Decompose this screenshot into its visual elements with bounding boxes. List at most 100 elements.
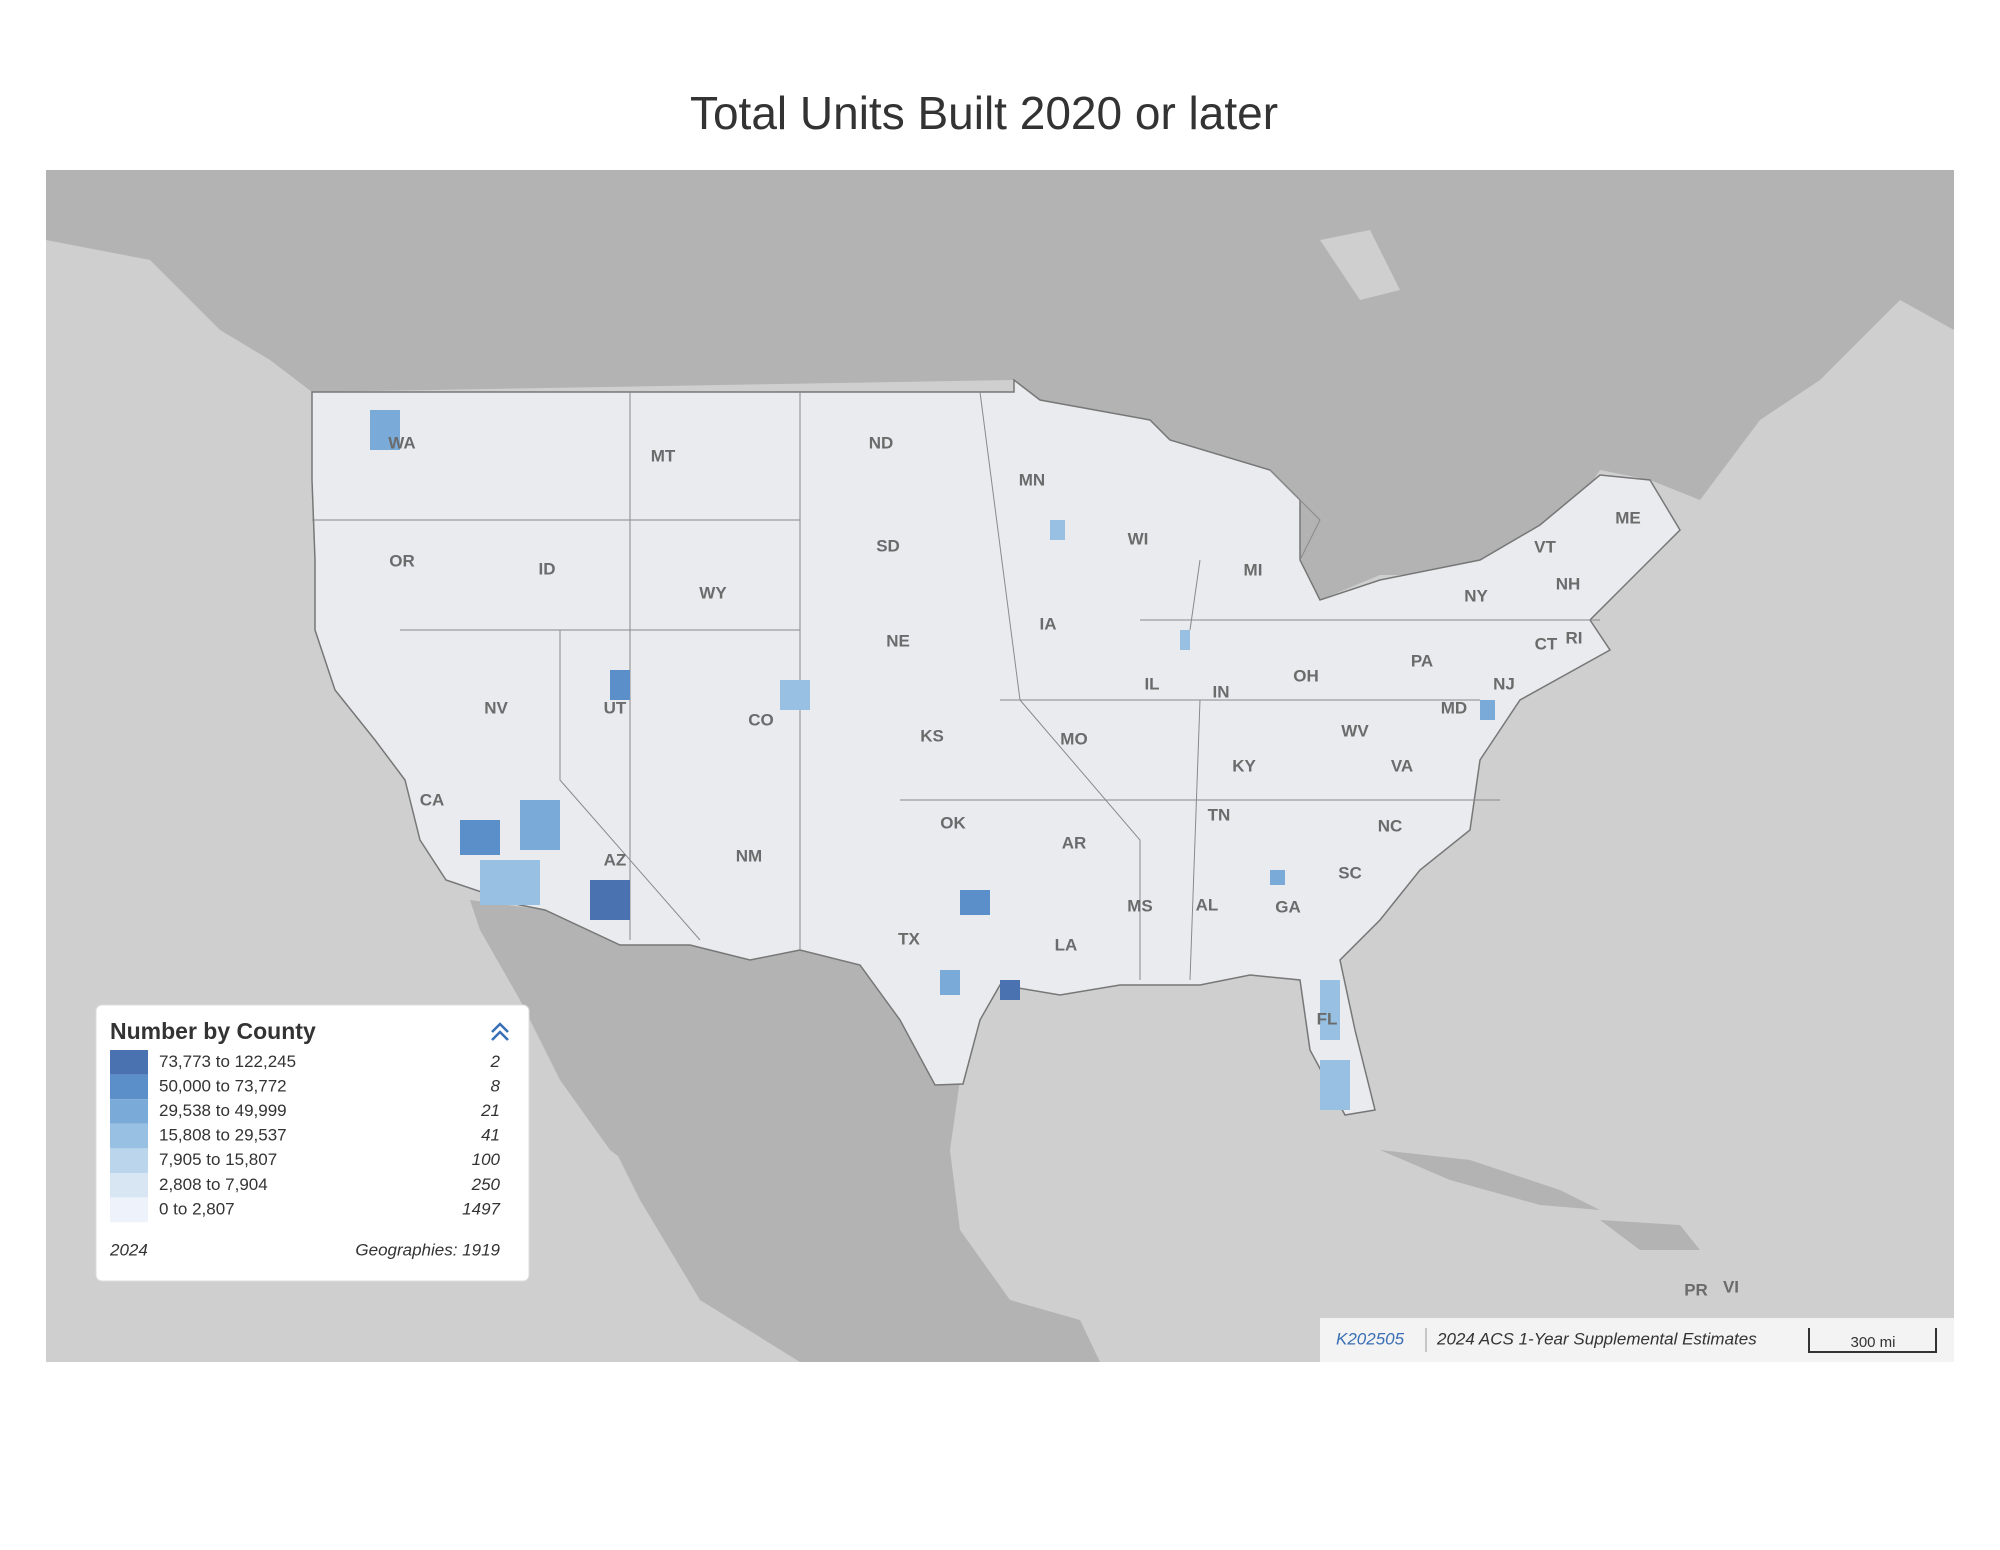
legend-count: 1497 bbox=[462, 1199, 500, 1218]
state-label: NH bbox=[1556, 574, 1581, 593]
county-highlight bbox=[460, 820, 500, 855]
state-label: IA bbox=[1040, 614, 1057, 633]
state-label: WY bbox=[699, 583, 727, 602]
state-label: PA bbox=[1411, 651, 1433, 670]
state-label: KS bbox=[920, 726, 944, 745]
legend-count: 2 bbox=[490, 1052, 501, 1071]
caribbean bbox=[1380, 1150, 1700, 1250]
scale-bar bbox=[1808, 1328, 1937, 1353]
legend-swatch bbox=[110, 1099, 148, 1124]
legend-label: 7,905 to 15,807 bbox=[159, 1150, 277, 1169]
county-highlight bbox=[1320, 1060, 1350, 1110]
state-label: VI bbox=[1723, 1277, 1739, 1296]
state-label: MT bbox=[651, 446, 676, 465]
legend-label: 15,808 to 29,537 bbox=[159, 1126, 287, 1145]
county-highlight bbox=[1480, 700, 1495, 720]
county-highlights bbox=[370, 410, 1495, 1110]
state-label: IN bbox=[1213, 682, 1230, 701]
state-label: NM bbox=[736, 846, 762, 865]
state-label: CO bbox=[748, 710, 774, 729]
state-label: AZ bbox=[604, 850, 627, 869]
collapse-button[interactable] bbox=[491, 1022, 509, 1041]
state-label: VT bbox=[1534, 537, 1556, 556]
state-label: ND bbox=[869, 433, 894, 452]
state-label: MS bbox=[1127, 896, 1153, 915]
state-label: AL bbox=[1196, 895, 1219, 914]
county-highlight bbox=[520, 800, 560, 850]
county-highlight bbox=[940, 970, 960, 995]
legend-count: 8 bbox=[491, 1076, 501, 1095]
state-label: OK bbox=[940, 813, 966, 832]
state-label: VA bbox=[1391, 756, 1413, 775]
state-label: WI bbox=[1128, 529, 1149, 548]
state-borders bbox=[312, 391, 1600, 981]
legend-swatch bbox=[110, 1197, 148, 1223]
state-label: NJ bbox=[1493, 674, 1515, 693]
state-label: AR bbox=[1062, 833, 1087, 852]
county-highlight bbox=[1000, 980, 1020, 1000]
state-label: NC bbox=[1378, 816, 1403, 835]
baja bbox=[490, 920, 650, 1180]
legend-geographies: Geographies: 1919 bbox=[355, 1240, 500, 1259]
legend-count: 21 bbox=[480, 1101, 500, 1120]
legend-label: 29,538 to 49,999 bbox=[159, 1101, 287, 1120]
legend-swatch bbox=[110, 1074, 148, 1100]
state-label: PR bbox=[1684, 1280, 1708, 1299]
state-label: NE bbox=[886, 631, 910, 650]
lake bbox=[1320, 230, 1400, 300]
state-label: SC bbox=[1338, 863, 1362, 882]
legend-swatch bbox=[110, 1148, 148, 1173]
legend-box bbox=[95, 1004, 530, 1282]
legend-classes: 73,773 to 122,245 2 50,000 to 73,772 8 29,53… bbox=[110, 1050, 501, 1223]
footer: K202505 2024 ACS 1-Year Supplemental Est… bbox=[1320, 1318, 1954, 1362]
state-label: GA bbox=[1275, 897, 1301, 916]
county-highlight bbox=[610, 670, 630, 700]
state-label: LA bbox=[1055, 935, 1078, 954]
county-highlight bbox=[480, 860, 540, 905]
legend-year: 2024 bbox=[109, 1240, 148, 1259]
county-highlight bbox=[1270, 870, 1285, 885]
state-label: IL bbox=[1144, 674, 1159, 693]
legend: Number by County 73,773 to 122,245 2 50,00… bbox=[95, 1004, 530, 1282]
state-label: UT bbox=[604, 698, 627, 717]
state-label: KY bbox=[1232, 756, 1256, 775]
county-highlight bbox=[960, 890, 990, 915]
state-label: MO bbox=[1060, 729, 1087, 748]
legend-label: 0 to 2,807 bbox=[159, 1199, 235, 1218]
state-label: OH bbox=[1293, 666, 1319, 685]
county-highlight bbox=[1180, 630, 1190, 650]
legend-label: 50,000 to 73,772 bbox=[159, 1076, 287, 1095]
county-highlight bbox=[780, 680, 810, 710]
canada bbox=[46, 170, 1954, 600]
legend-count: 100 bbox=[472, 1150, 501, 1169]
product-code[interactable]: K202505 bbox=[1336, 1329, 1405, 1348]
state-label: ME bbox=[1615, 508, 1641, 527]
state-label: TX bbox=[898, 929, 920, 948]
state-label: CT bbox=[1535, 634, 1558, 653]
state-label: MN bbox=[1019, 470, 1045, 489]
state-label: MI bbox=[1244, 560, 1263, 579]
state-label: SD bbox=[876, 536, 900, 555]
legend-swatch bbox=[110, 1173, 148, 1198]
scale-label: 300 mi bbox=[1850, 1334, 1895, 1351]
state-label: NV bbox=[484, 698, 508, 717]
county-highlight bbox=[1050, 520, 1065, 540]
state-label: WV bbox=[1341, 721, 1369, 740]
mexico bbox=[470, 900, 1100, 1362]
state-label: ID bbox=[539, 559, 556, 578]
county-highlight bbox=[590, 880, 630, 920]
legend-count: 41 bbox=[481, 1126, 500, 1145]
state-label: RI bbox=[1566, 628, 1583, 647]
legend-swatch bbox=[110, 1050, 148, 1075]
source: 2024 ACS 1-Year Supplemental Estimates bbox=[1436, 1329, 1757, 1348]
state-label: OR bbox=[389, 551, 415, 570]
title: Total Units Built 2020 or later bbox=[690, 87, 1278, 139]
state-label: CA bbox=[420, 790, 445, 809]
legend-swatch bbox=[110, 1123, 148, 1149]
state-label: FL bbox=[1317, 1009, 1338, 1028]
legend-count: 250 bbox=[471, 1175, 501, 1194]
state-label: WA bbox=[388, 433, 415, 452]
